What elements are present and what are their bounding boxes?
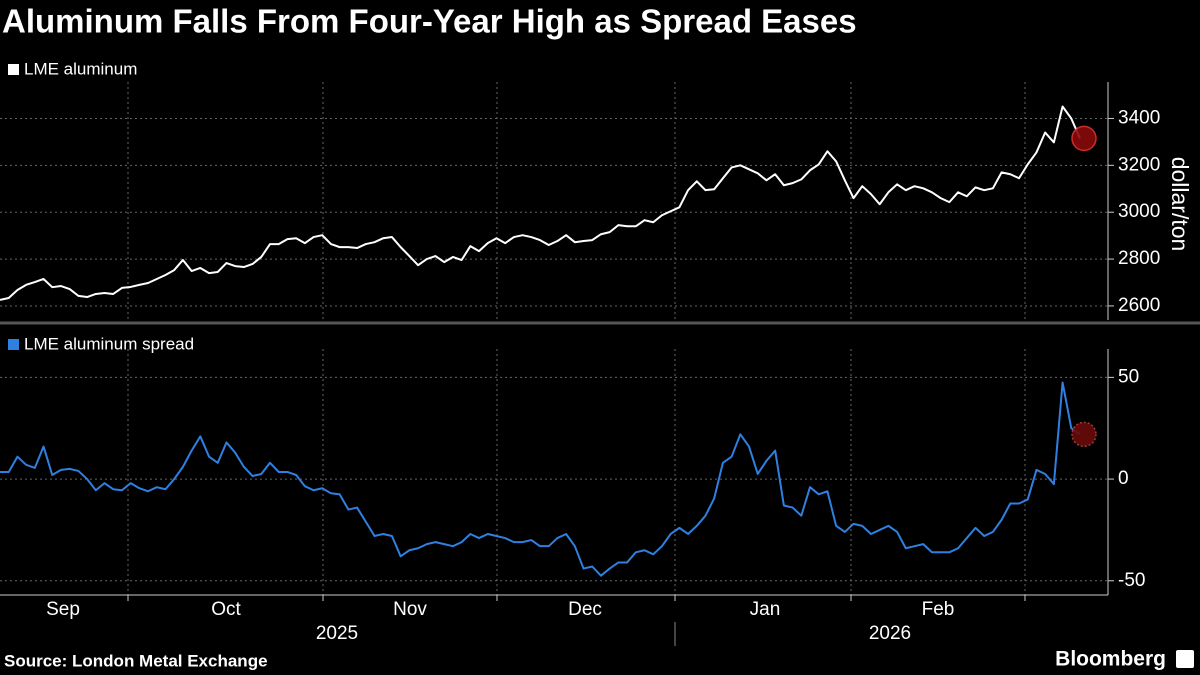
x-year-label: 2025 [316, 623, 358, 644]
y-tick-label: 0 [1118, 468, 1129, 489]
highlight-dot [1071, 421, 1097, 448]
y-tick-label: 2600 [1118, 295, 1160, 316]
x-tick-label: Nov [393, 599, 427, 620]
source: Source: London Metal Exchange [4, 651, 268, 670]
y-tick-label: -50 [1118, 570, 1145, 591]
x-tick-label: Feb [922, 599, 955, 620]
line [0, 381, 1081, 577]
legend-label: LME aluminum [24, 59, 137, 78]
y-tick-label: 3200 [1118, 154, 1160, 175]
y-tick-label: 3400 [1118, 107, 1160, 128]
y-tick-label: 50 [1118, 366, 1139, 387]
brand: Bloomberg [1055, 648, 1166, 671]
x-tick-label: Jan [750, 599, 781, 620]
legend-swatch [8, 64, 19, 75]
legend-swatch [8, 339, 19, 350]
brand-icon [1176, 650, 1194, 668]
y-tick-label: 2800 [1118, 248, 1160, 269]
x-tick-label: Oct [211, 599, 241, 620]
chart-title: Aluminum Falls From Four-Year High as Sp… [2, 3, 857, 40]
x-tick-label: Dec [568, 599, 602, 620]
x-tick-label: Sep [46, 599, 80, 620]
y-tick-label: 3000 [1118, 201, 1160, 222]
x-year-label: 2026 [869, 623, 911, 644]
y-axis-label: dollar/ton [1167, 157, 1193, 252]
legend-label: LME aluminum spread [24, 334, 194, 353]
line [0, 105, 1081, 301]
highlight-dot [1071, 125, 1097, 152]
